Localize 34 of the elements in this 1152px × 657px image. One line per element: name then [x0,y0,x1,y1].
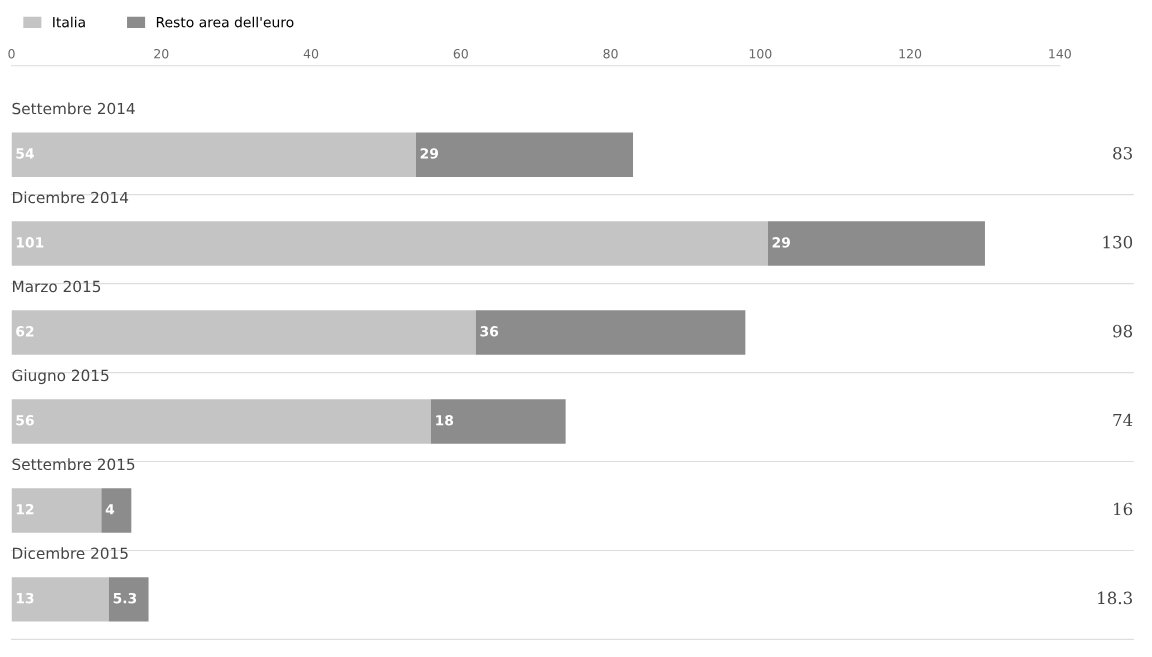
data-label: 101 [16,237,44,248]
x-tick-label: 0 [8,48,15,59]
x-tick-label: 140 [1049,48,1071,59]
data-label: 18 [436,415,454,426]
text: 83 [1113,146,1132,160]
text: 74 [1113,413,1133,427]
y-tick-label: Settembre 2015 [12,458,135,471]
data-label: 36 [480,326,499,337]
data-label: 12 [16,503,34,515]
data-label: 54 [16,148,34,159]
data-label: 29 [420,148,439,159]
x-tick-label: 80 [603,48,618,59]
x-tick-label: 60 [453,48,468,59]
text: 98 [1113,324,1133,338]
legend-label: Resto area dell'euro [156,16,294,28]
x-tick-label: 120 [899,48,922,59]
x-tick-label: 100 [749,48,772,59]
data-label: 13 [16,592,34,604]
y-tick-label: Dicembre 2015 [13,547,128,560]
data-label: 5.3 [113,592,137,604]
y-tick-label: Marzo 2015 [13,280,101,293]
x-tick-label: 40 [303,48,319,59]
text: 130 [1103,235,1133,249]
data-label: 29 [772,237,790,248]
legend-label: Italia [53,16,85,28]
y-tick-label: Settembre 2014 [12,102,135,115]
data-label: 56 [16,415,34,426]
data-label: 4 [105,504,115,515]
y-tick-label: Giugno 2015 [12,369,109,385]
y-tick-label: Dicembre 2014 [13,191,129,204]
text: 16 [1114,502,1133,516]
data-label: 62 [16,326,34,337]
text: 18.3 [1098,591,1132,605]
x-tick-label: 20 [154,48,169,59]
